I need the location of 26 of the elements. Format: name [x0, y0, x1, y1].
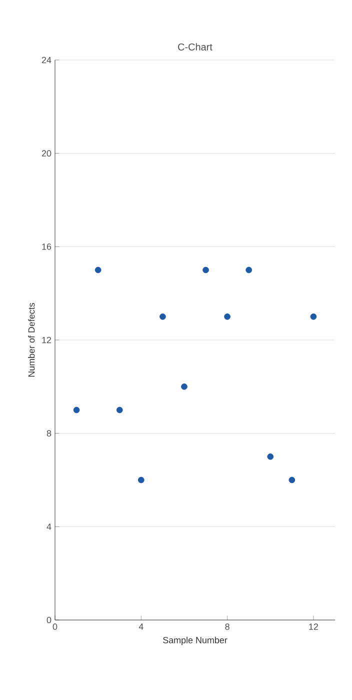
x-tick-label: 4 — [138, 624, 144, 630]
point — [94, 266, 102, 274]
y-tick-label: 8 — [46, 430, 52, 437]
point — [288, 476, 296, 484]
point — [202, 266, 209, 274]
point — [224, 313, 230, 320]
point — [73, 406, 80, 414]
y-tick-label: 20 — [42, 150, 52, 157]
point — [310, 313, 317, 320]
y-tick-label: 0 — [46, 616, 52, 624]
point — [116, 406, 123, 414]
y-tick-label: 24 — [42, 56, 52, 64]
point — [160, 313, 166, 320]
y-tick-label: 16 — [42, 243, 52, 250]
point — [246, 266, 252, 274]
point — [267, 453, 274, 460]
x-tick-label: 8 — [225, 624, 230, 630]
y-tick-label: 12 — [42, 336, 52, 344]
chart-title: C-Chart — [178, 43, 212, 50]
x-axis-title: Sample Number — [163, 636, 228, 646]
y-tick-label: 4 — [46, 524, 52, 530]
y-axis-title: Number of Defects — [28, 302, 35, 377]
x-tick-label: 12 — [309, 624, 318, 630]
point — [138, 476, 144, 484]
x-tick-label: 0 — [52, 624, 58, 630]
point — [181, 383, 188, 390]
